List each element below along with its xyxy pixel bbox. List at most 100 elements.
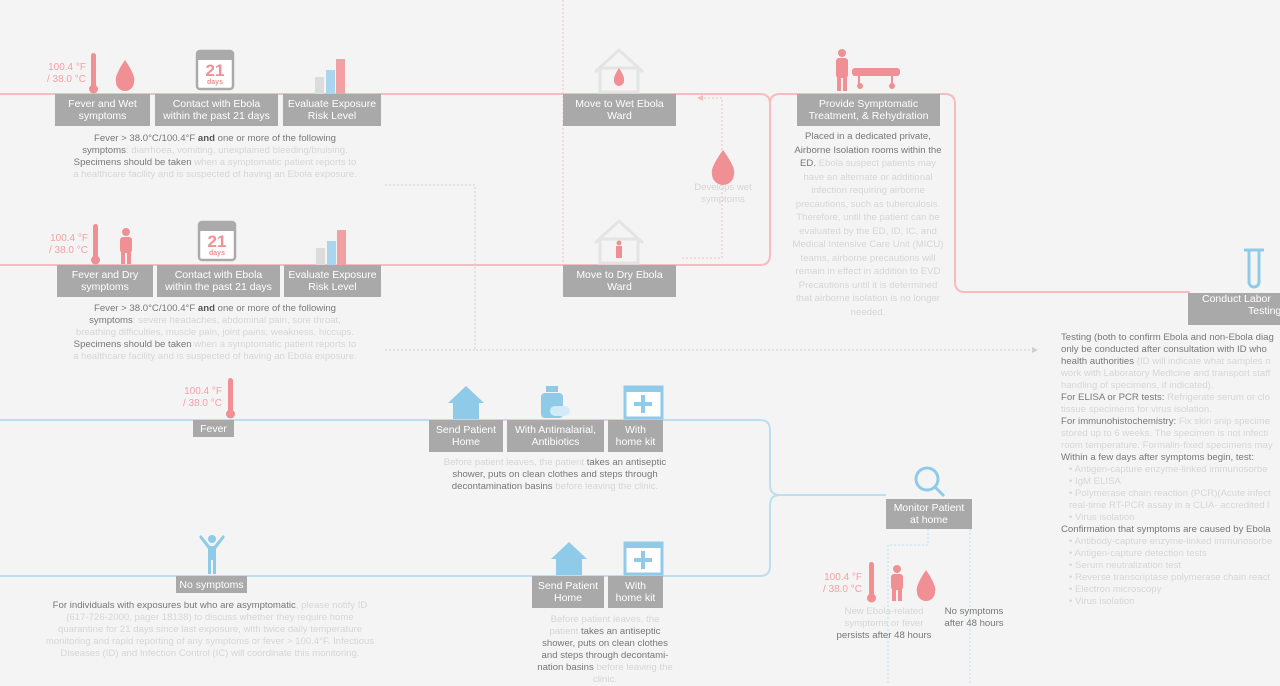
text: 100.4 °F bbox=[48, 62, 86, 73]
note-text: Before patient leaves, the patient takes… bbox=[444, 457, 666, 493]
text: decontamination basins bbox=[451, 481, 553, 492]
step-box: Send Patient Home bbox=[429, 420, 503, 452]
text: 21 bbox=[205, 61, 225, 80]
text: • Serum neutralization test bbox=[1069, 560, 1182, 571]
text: 100.4 °F bbox=[184, 386, 222, 397]
text: and steps through decontami- bbox=[541, 650, 669, 661]
text: Develops wet bbox=[694, 182, 752, 193]
text: 100.4 °F bbox=[50, 233, 88, 244]
icon-part bbox=[867, 593, 876, 603]
text: takes an antiseptic bbox=[581, 626, 661, 637]
note-text: For individuals with exposures but who a… bbox=[46, 600, 374, 660]
text: Confirmation that symptoms are caused by… bbox=[1061, 524, 1271, 535]
icon-part bbox=[598, 237, 640, 265]
text-line: health authorities (ID will indicate wha… bbox=[1061, 356, 1280, 368]
icon-part bbox=[838, 49, 846, 57]
icon-part bbox=[197, 51, 233, 60]
text: symptoms bbox=[701, 194, 745, 205]
text: precautions, such as tuberculosis. bbox=[795, 198, 941, 210]
text: Medical Intensive Care Unit (MICU) bbox=[792, 239, 944, 250]
note-text: New Ebola-related symptoms or fever persis… bbox=[837, 606, 932, 642]
text: work with Laboratory Medicine and transp… bbox=[1061, 368, 1271, 379]
icon-part bbox=[1247, 250, 1261, 289]
fever-flow-line bbox=[0, 419, 886, 496]
text: Before patient leaves, the patient bbox=[443, 457, 587, 468]
text: monitoring and rapid reporting of any sy… bbox=[45, 636, 375, 647]
text: , please notify ID bbox=[295, 600, 368, 611]
icon-part bbox=[551, 542, 587, 559]
text-line: ED. Ebola suspect patients may bbox=[793, 157, 944, 171]
calendar-label: 21 days bbox=[201, 232, 233, 258]
text: Diseases (ID) and Infection Control (IC)… bbox=[60, 648, 360, 659]
text: needed. bbox=[850, 306, 886, 318]
dotted-connector bbox=[887, 529, 971, 683]
text: Testing bbox=[1248, 305, 1280, 317]
text: For immunohistochemistry: bbox=[1061, 416, 1179, 427]
text: Precautions until it is determined bbox=[798, 279, 938, 291]
icon-part bbox=[226, 409, 235, 419]
text: days bbox=[207, 79, 223, 86]
text: Fever > 38.0°C/100.4°F bbox=[93, 303, 198, 314]
icon-part bbox=[448, 386, 484, 403]
step-box: Fever and Wet symptoms bbox=[55, 94, 150, 126]
arrow-head bbox=[697, 95, 703, 101]
text: For ELISA or PCR tests: bbox=[1061, 392, 1168, 403]
icon-part bbox=[892, 589, 896, 601]
text: one or more of the following bbox=[214, 303, 337, 314]
icon-part bbox=[453, 402, 479, 419]
text: (ID will indicate what samples n bbox=[1134, 356, 1271, 367]
text: handling of specimens, if indicated). bbox=[1061, 380, 1214, 391]
icon-part bbox=[625, 387, 662, 392]
icon-part bbox=[122, 228, 130, 236]
step-box: With home kit bbox=[608, 420, 663, 452]
note-text: Fever > 38.0°C/100.4°F and one or more o… bbox=[73, 133, 357, 181]
wet-flow-line bbox=[0, 93, 771, 266]
text: For individuals with exposures but who a… bbox=[52, 600, 296, 611]
home-kit-icon bbox=[623, 385, 664, 420]
text: • Polymerase chain reaction (PCR)(Acute … bbox=[1069, 488, 1271, 499]
text-line: For immunohistochemistry: Fix skin snip … bbox=[1061, 416, 1280, 428]
text: • Antigen-capture detection tests bbox=[1069, 548, 1207, 559]
icon-part bbox=[891, 76, 893, 84]
text: patient bbox=[549, 626, 581, 637]
text: symptoms bbox=[82, 145, 126, 156]
text: takes an antiseptic bbox=[586, 457, 667, 468]
drop-icon bbox=[916, 570, 936, 601]
stretcher-icon bbox=[836, 49, 900, 91]
icon-part bbox=[593, 47, 645, 74]
text: room temperature. Formalin-fixed specime… bbox=[1061, 440, 1273, 451]
text: only be conducted after consultation wit… bbox=[1061, 344, 1267, 355]
thermometer-icon bbox=[867, 562, 876, 603]
person-icon bbox=[120, 228, 132, 264]
thermometer-icon bbox=[89, 53, 98, 94]
text: New Ebola-related bbox=[844, 606, 924, 617]
temperature-label: 100.4 °F/ 38.0 °C bbox=[166, 386, 222, 410]
icon-part bbox=[914, 466, 940, 492]
icon-part bbox=[616, 240, 622, 246]
text: a healthcare facility and is suspected o… bbox=[73, 169, 357, 180]
text-line: nation basins before leaving the bbox=[537, 662, 673, 674]
no-symptom-flow-line bbox=[0, 494, 781, 577]
home-icon bbox=[448, 386, 484, 419]
step-box: No symptoms bbox=[176, 576, 247, 593]
step-box: Fever bbox=[193, 420, 234, 437]
icon-part bbox=[315, 77, 324, 94]
step-box: With home kit bbox=[608, 576, 663, 608]
text: / 38.0 °C bbox=[48, 245, 88, 256]
text: Within a few days after symptoms begin, … bbox=[1061, 452, 1255, 463]
text: shower, puts on clean clothes and steps … bbox=[452, 469, 658, 480]
text: have an alternate or additional bbox=[803, 171, 933, 183]
text-line: Specimens should be taken when a symptom… bbox=[73, 157, 357, 169]
text: persists after 48 hours bbox=[836, 630, 932, 641]
drop-icon bbox=[115, 60, 135, 91]
icon-part bbox=[93, 224, 98, 258]
text: Ebola suspect patients may bbox=[815, 158, 936, 169]
icon-part bbox=[89, 84, 98, 94]
text: (617-726-2000, pager 18138) to discuss w… bbox=[66, 612, 354, 623]
text: / 38.0 °C bbox=[46, 74, 86, 85]
text: a healthcare facility and is suspected o… bbox=[73, 351, 357, 362]
note-text: Testing (both to confirm Ebola and non-E… bbox=[1061, 332, 1280, 608]
icon-part bbox=[550, 406, 570, 416]
text: 21 bbox=[207, 232, 227, 251]
text: shower, puts on clean clothes bbox=[542, 638, 668, 649]
